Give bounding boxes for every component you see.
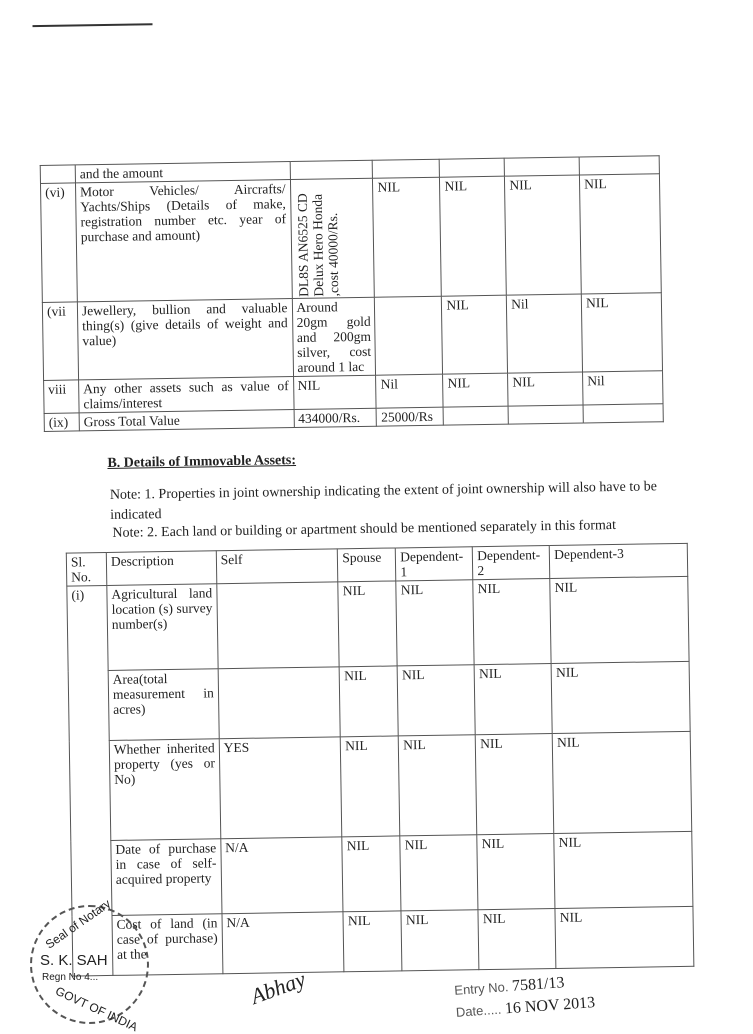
row-number: (vi)	[40, 182, 78, 303]
table-cell: YES	[219, 736, 343, 839]
table-cell	[372, 159, 440, 179]
table-row: (i) Agricultural land location (s) survey…	[66, 576, 690, 977]
table-cell: NIL	[401, 909, 480, 971]
row-description: Date of purchase in case of self-acquire…	[110, 838, 222, 916]
table-cell	[443, 406, 509, 426]
section-title: B. Details of Immovable Assets:	[107, 453, 297, 471]
self-value: NIL	[293, 375, 377, 410]
table-cell: NIL	[478, 908, 557, 970]
table-cell: NIL	[579, 173, 662, 294]
table-cell	[439, 158, 505, 178]
table-row: Whether inherited property (yes or No) YE…	[69, 731, 692, 841]
column-header: Dependent-1	[395, 546, 474, 581]
table-cell: NIL	[555, 906, 694, 969]
table-row: Date of purchase in case of self-acquire…	[71, 831, 693, 916]
table-cell	[216, 581, 340, 669]
table-row: (vi) Motor Vehicles/ Aircrafts/ Yachts/Sh…	[40, 173, 662, 303]
table-cell: NIL	[507, 371, 584, 407]
row-number: (vii	[42, 301, 79, 381]
table-cell: NIL	[474, 663, 553, 735]
table-cell: Nil	[375, 374, 444, 409]
table-cell	[289, 160, 373, 180]
table-cell: NIL	[343, 910, 403, 972]
column-header: Description	[106, 550, 217, 586]
row-description: Jewellery, bullion and valuable thing(s)…	[77, 298, 294, 380]
table-cell	[583, 403, 664, 423]
table-cell	[508, 404, 584, 425]
table-cell: NIL	[442, 373, 509, 408]
table-cell: NIL	[338, 580, 398, 667]
table-cell: NIL	[372, 177, 442, 298]
table-cell: NIL	[554, 831, 693, 909]
table-cell: NIL	[339, 665, 399, 737]
table-cell: NIL	[581, 292, 663, 372]
immovable-assets-table: Sl. No. Description Self Spouse Dependent-1 D…	[66, 543, 695, 977]
scan-mark	[32, 23, 153, 28]
self-value: DL8S AN6525 CD Delux Hero Honda ,cost 40…	[289, 178, 375, 299]
table-cell	[579, 155, 660, 176]
row-description: Whether inherited property (yes or No)	[109, 738, 221, 841]
table-cell: NIL	[552, 731, 692, 834]
table-cell: NIL	[475, 733, 555, 835]
row-number: viii	[43, 379, 80, 414]
table-cell: 25000/Rs	[376, 407, 444, 427]
entry-label: Entry No.	[453, 979, 509, 998]
table-row: Cost of land (in case of purchase) at th…	[72, 906, 694, 976]
table-cell: NIL	[477, 833, 556, 910]
table-cell: NIL	[396, 579, 475, 666]
notary-seal: Seal of Notary S. K. SAH Regn No 4... GO…	[30, 896, 149, 1034]
table-cell: NIL	[398, 734, 478, 836]
table-cell: NIL	[441, 295, 508, 375]
self-value: Around 20gm gold and 200gm silver, cost …	[291, 297, 376, 377]
table-cell: N/A	[221, 911, 345, 974]
column-header: Sl. No.	[66, 552, 107, 587]
table-cell: NIL	[504, 175, 582, 296]
row-number: (ix)	[44, 412, 80, 432]
row-description: Agricultural land location (s) survey nu…	[106, 583, 218, 671]
date-label: Date	[455, 1002, 484, 1020]
table-cell: NIL	[439, 176, 507, 297]
seal-regn: Regn No 4...	[42, 972, 99, 983]
table-cell: Nil	[506, 293, 583, 374]
column-header: Spouse	[337, 547, 397, 582]
table-cell: NIL	[400, 834, 479, 911]
table-cell	[504, 157, 580, 177]
table-cell	[217, 666, 341, 739]
row-description: Any other assets such as value of claims…	[78, 376, 294, 413]
table-row: (vii Jewellery, bullion and valuable thin…	[42, 292, 663, 381]
row-description: Area(total measurement in acres)	[108, 668, 220, 741]
row-description: Motor Vehicles/ Aircrafts/ Yachts/Ships …	[75, 179, 292, 302]
table-cell: NIL	[550, 576, 690, 664]
table-cell: NIL	[340, 735, 401, 837]
entry-date: 16 NOV 2013	[504, 994, 596, 1018]
table-cell: NIL	[342, 835, 402, 912]
row-number	[40, 164, 76, 184]
table-cell: Nil	[582, 370, 664, 405]
self-value: 434000/Rs.	[293, 408, 377, 428]
table-cell: N/A	[220, 836, 344, 914]
column-header: Dependent-3	[549, 543, 688, 579]
table-row: Area(total measurement in acres) NIL NIL NI…	[68, 661, 691, 741]
table-cell: NIL	[397, 664, 476, 736]
table-cell: NIL	[473, 578, 552, 665]
column-header: Dependent-2	[472, 545, 551, 580]
seal-name: S. K. SAH	[40, 952, 108, 969]
table-cell	[374, 296, 443, 376]
table-cell: NIL	[551, 661, 691, 734]
movable-assets-table: and the amount (vi) Motor Vehicles/ Aircra…	[40, 155, 664, 432]
row-description: Gross Total Value	[79, 409, 294, 431]
entry-number: 7581/13	[511, 974, 565, 995]
column-header: Self	[216, 548, 339, 584]
